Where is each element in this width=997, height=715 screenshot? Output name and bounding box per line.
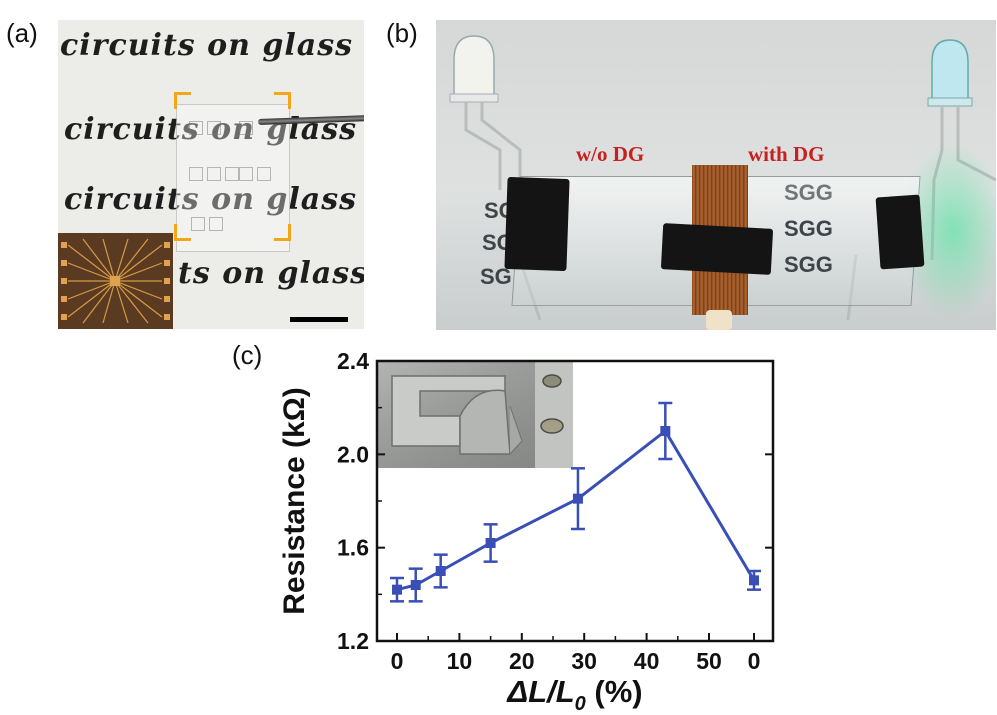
tape-right	[875, 194, 925, 270]
x-tick-label: 40	[634, 648, 660, 674]
label-without-dg: w/o DG	[576, 142, 645, 166]
brush-handle	[706, 310, 732, 330]
marker-corner-top-left	[174, 92, 191, 109]
x-tick-label: 30	[571, 648, 597, 674]
marker-corner-bottom-right	[274, 224, 291, 241]
x-axis-title-subscript: 0	[575, 693, 586, 711]
data-point	[485, 538, 496, 548]
x-axis-title: ΔL/L0 (%)	[506, 674, 642, 711]
series-resistance	[390, 401, 761, 603]
y-axis: 1.2 1.6 2.0 2.4	[337, 348, 773, 654]
data-point	[572, 493, 583, 504]
slide-text-right: SGG	[784, 180, 833, 205]
panel-label-a: (a)	[6, 18, 38, 48]
photo-circuits-on-glass: circuits on glass circuits on glass circ…	[58, 20, 364, 329]
script-text-line-4: ts on glass	[178, 256, 364, 291]
label-with-dg: with DG	[748, 142, 825, 166]
electrode-pad	[239, 121, 253, 135]
electrode-pad	[209, 217, 223, 231]
x-tick-label: 20	[509, 648, 535, 674]
data-point	[392, 584, 402, 595]
tape-center	[660, 223, 774, 275]
data-point	[410, 580, 421, 590]
x-tick-label: 0	[391, 648, 404, 674]
transparent-circuit-sheet	[176, 104, 290, 252]
panel-label-c: (c)	[232, 340, 263, 370]
electrode-pad	[207, 121, 221, 135]
slide-text-right: SGG	[784, 216, 833, 241]
data-point	[749, 575, 759, 586]
photo-led-demonstration: w/o DG with DG SG SG SG SGG SGG SGG	[436, 20, 996, 330]
inset-electrode-chip	[58, 233, 173, 329]
chart-svg: 1.2 1.6 2.0 2.4 0 10 20 30 40 50 0 Resistance (kΩ…	[278, 348, 775, 711]
data-point	[435, 566, 446, 576]
electrode-pattern-svg	[61, 238, 170, 324]
tape-left	[504, 176, 570, 272]
y-tick-label: 2.4	[337, 348, 369, 374]
panel-label-b: (b)	[386, 18, 418, 48]
y-tick-label: 1.6	[337, 535, 369, 561]
data-point	[660, 426, 671, 436]
x-tick-label: 0	[748, 648, 761, 674]
y-tick-label: 2.0	[337, 441, 369, 467]
electrode-pad	[189, 121, 203, 135]
x-axis: 0 10 20 30 40 50 0	[391, 633, 761, 674]
script-text-line-1: circuits on glass	[60, 28, 353, 63]
electrode-pad	[239, 167, 253, 181]
y-axis-title: Resistance (kΩ)	[278, 387, 311, 614]
marker-corner-bottom-left	[174, 224, 191, 241]
slide-text-right: SGG	[784, 252, 833, 277]
marker-corner-top-right	[274, 92, 291, 109]
electrode-pad	[225, 167, 239, 181]
x-tick-label: 50	[696, 648, 722, 674]
resistance-chart: 1.2 1.6 2.0 2.4 0 10 20 30 40 50 0 Resistance (kΩ…	[260, 346, 780, 711]
electrode-pad	[191, 217, 205, 231]
electrode-pad	[207, 167, 221, 181]
inset-strain-fixture-photo	[377, 361, 573, 468]
x-axis-title-main: ΔL/L	[506, 674, 574, 709]
electrode-pad	[189, 167, 203, 181]
script-text-line-3: circuits on glass	[64, 182, 357, 217]
y-tick-label: 1.2	[337, 628, 369, 654]
x-axis-title-unit: (%)	[586, 674, 643, 709]
electrode-pad	[257, 167, 271, 181]
scale-bar	[290, 317, 348, 322]
x-tick-label: 10	[447, 648, 473, 674]
